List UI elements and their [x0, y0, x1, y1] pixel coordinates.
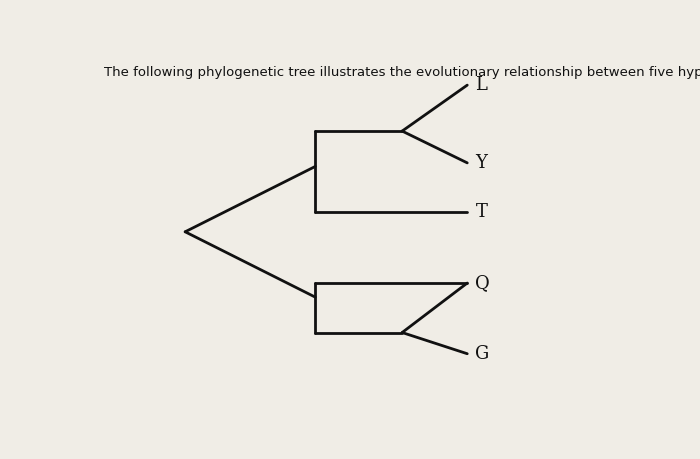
Text: Q: Q	[475, 274, 490, 292]
Text: The following phylogenetic tree illustrates the evolutionary relationship betwee: The following phylogenetic tree illustra…	[104, 66, 700, 78]
Text: Y: Y	[475, 154, 487, 172]
Text: L: L	[475, 76, 487, 94]
Text: T: T	[475, 203, 487, 221]
Text: G: G	[475, 345, 489, 363]
